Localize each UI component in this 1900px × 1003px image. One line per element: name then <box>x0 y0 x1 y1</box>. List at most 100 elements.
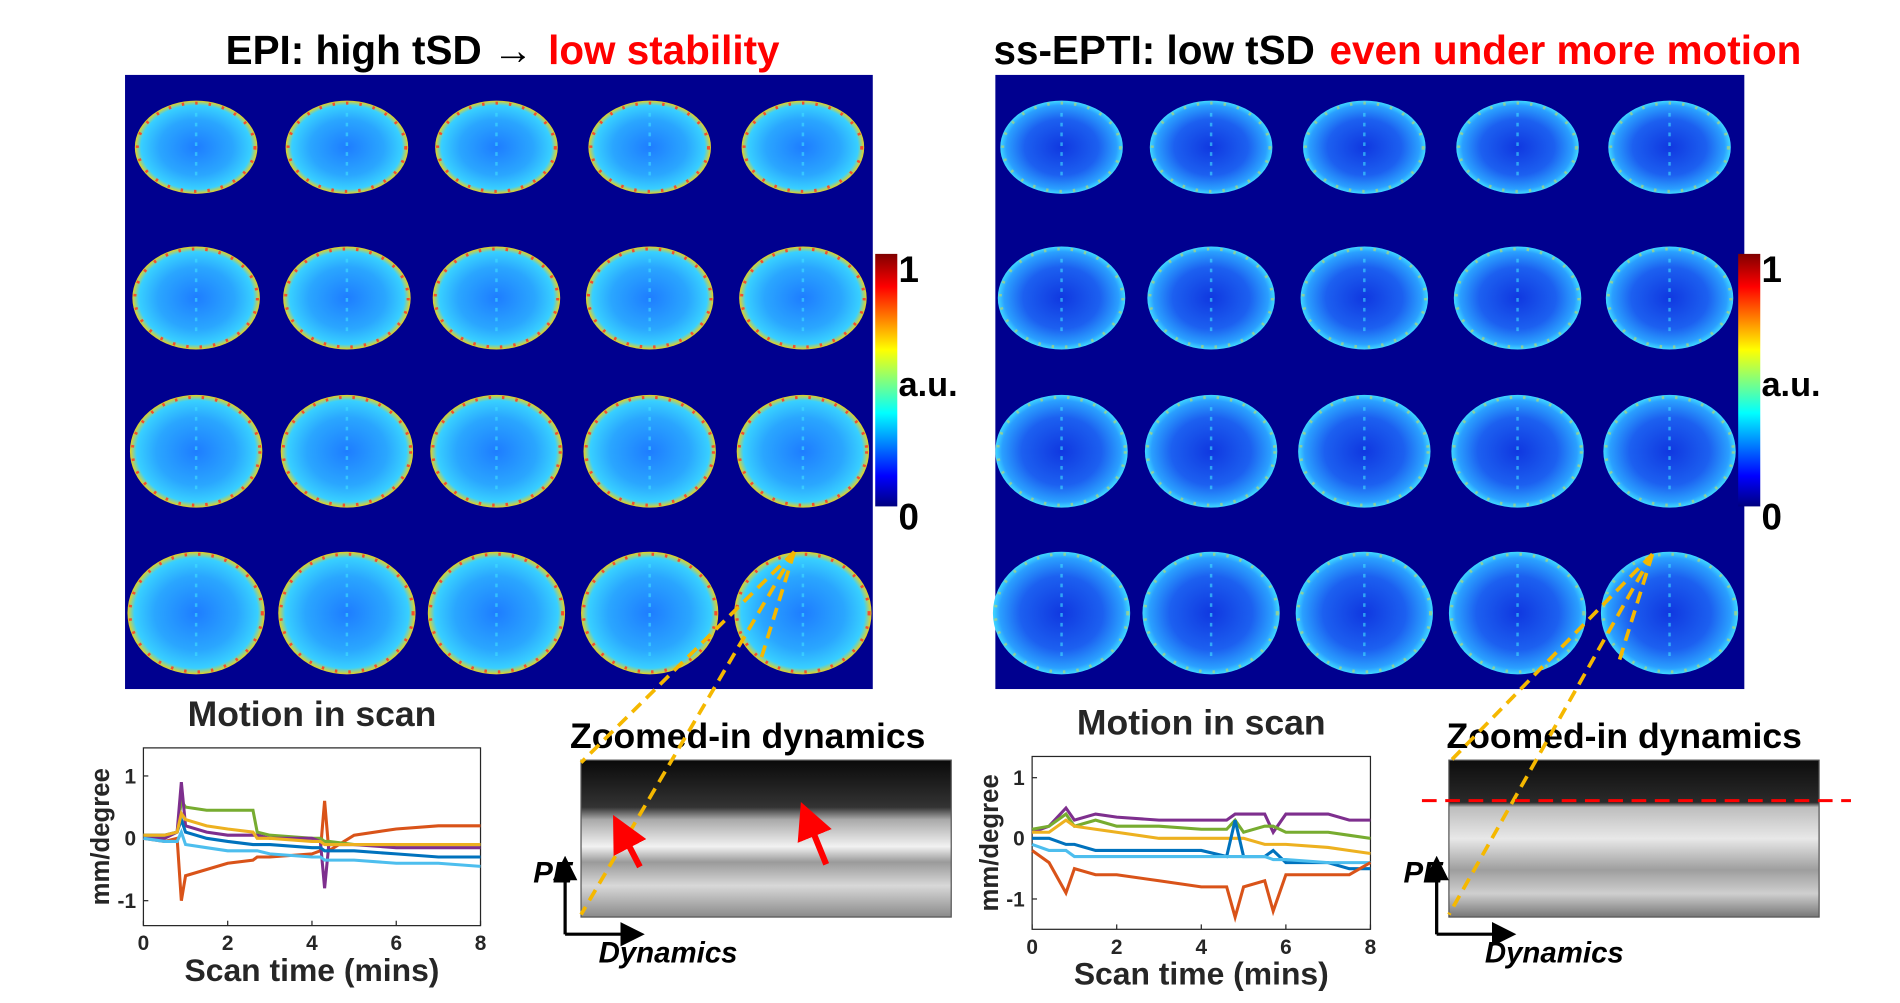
zoom-x-label: Dynamics <box>1485 936 1624 969</box>
chart-title: Motion in scan <box>188 694 437 734</box>
brain-rim <box>737 395 869 507</box>
zoom-guide <box>579 550 796 764</box>
brain-rim <box>996 395 1127 507</box>
brain-rim <box>433 247 560 349</box>
brain-slice <box>1600 551 1739 675</box>
brain-rim <box>998 247 1125 349</box>
red-arrow <box>797 801 832 866</box>
motion-line <box>143 800 481 901</box>
zoom-x-label: Dynamics <box>599 936 738 969</box>
x-tick-label: 0 <box>1026 936 1038 959</box>
brain-slice <box>280 394 414 508</box>
red-arrow <box>613 814 647 869</box>
brain-slice <box>132 246 260 350</box>
brain-rim <box>428 552 565 674</box>
brain-slice <box>1453 246 1582 350</box>
brain-slice <box>736 394 870 508</box>
zoom-guide <box>579 550 796 916</box>
brain-slice <box>127 551 265 675</box>
brain-rim <box>1150 101 1272 193</box>
brain-slice <box>1149 100 1273 194</box>
brain-rim <box>589 101 711 193</box>
brain-rim <box>1604 395 1735 507</box>
x-tick-label: 6 <box>1280 936 1292 959</box>
title-red: low stability <box>548 27 780 73</box>
x-tick-label: 4 <box>1195 936 1207 959</box>
brain-rim <box>1301 247 1428 349</box>
motion-line <box>1031 805 1371 836</box>
title-black: ss-EPTI: low tSD <box>993 27 1314 73</box>
x-tick-label: 6 <box>390 932 402 955</box>
brain-rim <box>1001 101 1122 193</box>
brain-rim <box>742 101 864 193</box>
brain-slice <box>1295 551 1433 675</box>
brain-slice <box>1448 551 1587 675</box>
motion-line <box>143 809 481 847</box>
y-tick-label: 0 <box>124 828 136 851</box>
colorbar <box>1738 253 1761 507</box>
brain-rim <box>586 247 713 349</box>
brain-rim <box>279 552 415 674</box>
brain-rim <box>1296 552 1433 674</box>
brain-slice <box>585 246 714 350</box>
brain-slice <box>992 551 1131 675</box>
colorbar-max: 1 <box>899 249 919 290</box>
x-tick-label: 2 <box>1111 936 1123 959</box>
colorbar-min: 0 <box>899 497 919 538</box>
brain-rim <box>130 395 262 507</box>
y-axis-label: mm/degree <box>87 768 115 905</box>
brain-rim <box>1457 101 1578 193</box>
x-axis-label: Scan time (mins) <box>184 952 439 988</box>
brain-slice <box>1147 246 1275 350</box>
brain-rim <box>1148 247 1274 349</box>
brain-rim <box>1449 552 1586 674</box>
brain-slice <box>995 394 1128 508</box>
brain-slice <box>1451 394 1584 508</box>
brain-rim <box>740 247 866 349</box>
motion-line <box>1031 811 1371 840</box>
brain-rim <box>135 101 257 193</box>
brain-slice <box>1300 246 1429 350</box>
zoom-guide <box>1447 553 1654 916</box>
brain-slice <box>1456 100 1579 194</box>
brain-rim <box>581 552 718 674</box>
brain-rim <box>1452 395 1583 507</box>
brain-rim <box>281 395 413 507</box>
brain-slice <box>430 394 563 508</box>
brain-slice <box>739 246 867 350</box>
brain-rim <box>1609 101 1730 193</box>
brain-rim <box>436 101 557 193</box>
brain-slice <box>734 551 872 675</box>
brain-rim <box>128 552 264 674</box>
brain-slice <box>1603 394 1736 508</box>
colorbar <box>875 253 898 507</box>
brain-rim <box>1299 395 1430 507</box>
panel-title: ss-EPTI: low tSD even under more motion <box>993 27 1801 73</box>
brain-slice <box>741 100 865 194</box>
plot-area <box>142 747 482 927</box>
brain-rim <box>1606 247 1733 349</box>
brain-slice <box>583 394 716 508</box>
motion-line <box>143 827 481 868</box>
zoom-guide <box>1447 552 1654 764</box>
brain-slice <box>997 246 1126 350</box>
x-tick-label: 8 <box>1365 936 1377 959</box>
x-tick-label: 2 <box>222 932 234 955</box>
brain-slice <box>435 100 558 194</box>
brain-slice <box>432 246 561 350</box>
y-tick-label: 1 <box>1013 767 1025 790</box>
brain-rim <box>1145 395 1277 507</box>
zoom-image <box>1448 759 1820 918</box>
x-tick-label: 4 <box>306 932 318 955</box>
zoom-title: Zoomed-in dynamics <box>1447 716 1802 756</box>
y-tick-label: -1 <box>1006 888 1025 911</box>
brain-slice <box>1608 100 1731 194</box>
colorbar-max: 1 <box>1761 249 1781 290</box>
title-red: even under more motion <box>1330 27 1802 73</box>
chart-title: Motion in scan <box>1077 702 1326 742</box>
brain-slice <box>134 100 258 194</box>
title-black: EPI: high tSD → <box>226 27 534 73</box>
brain-slice <box>1142 551 1280 675</box>
